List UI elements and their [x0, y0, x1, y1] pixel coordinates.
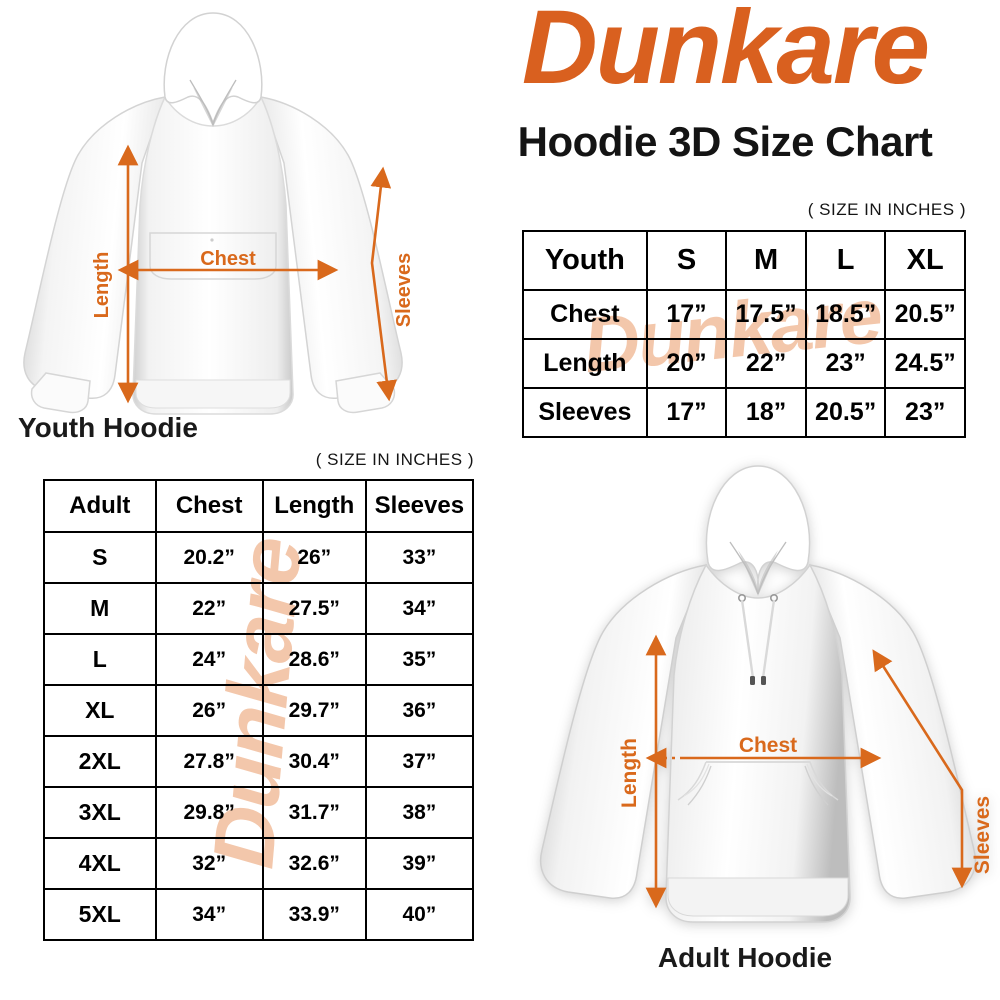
svg-text:Dunkare: Dunkare — [522, 0, 928, 106]
svg-text:Length: Length — [618, 738, 641, 808]
svg-text:Sleeves: Sleeves — [393, 253, 415, 328]
svg-text:Chest: Chest — [739, 734, 797, 757]
svg-text:Chest: Chest — [200, 248, 256, 270]
svg-text:Length: Length — [91, 252, 113, 319]
svg-text:Sleeves: Sleeves — [971, 796, 990, 874]
